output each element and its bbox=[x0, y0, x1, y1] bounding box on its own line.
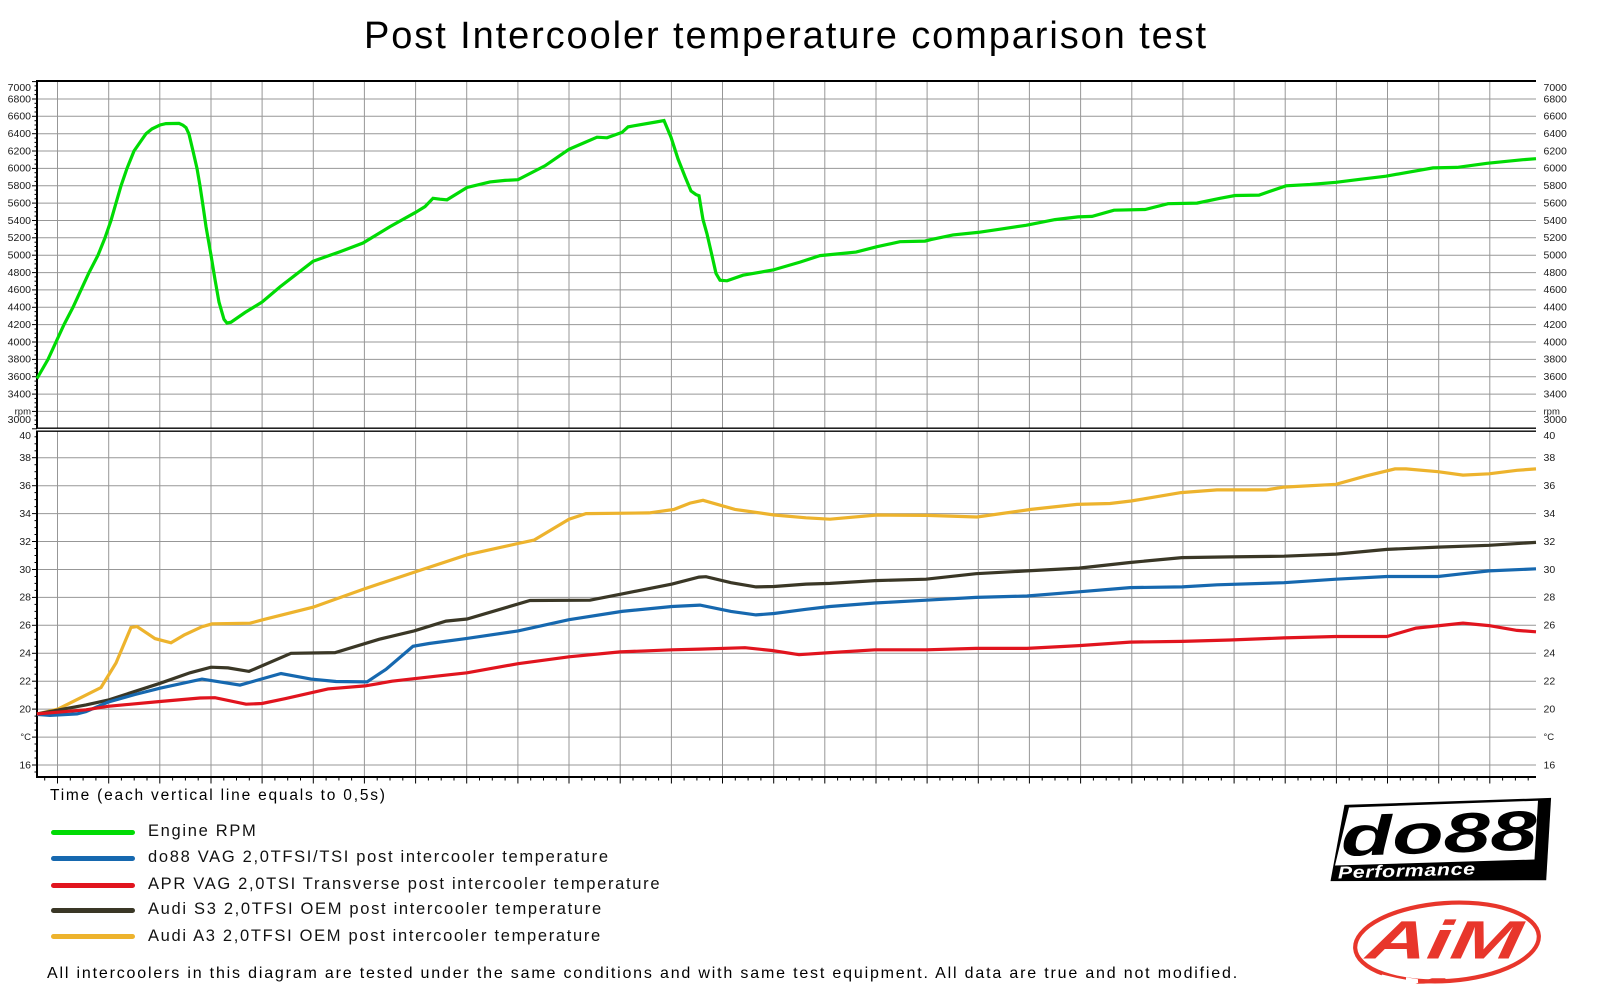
svg-text:5600: 5600 bbox=[8, 197, 32, 209]
svg-text:34: 34 bbox=[19, 508, 31, 520]
svg-text:4200: 4200 bbox=[1544, 319, 1568, 331]
svg-text:26: 26 bbox=[1544, 620, 1556, 632]
svg-text:7000: 7000 bbox=[8, 82, 32, 94]
svg-text:30: 30 bbox=[1544, 564, 1556, 576]
svg-text:4400: 4400 bbox=[1544, 302, 1568, 314]
svg-text:3800: 3800 bbox=[8, 354, 32, 366]
svg-text:20: 20 bbox=[1544, 703, 1556, 715]
svg-text:36: 36 bbox=[19, 480, 31, 492]
svg-text:6200: 6200 bbox=[8, 145, 32, 157]
svg-text:rpm: rpm bbox=[1544, 406, 1560, 417]
svg-text:4600: 4600 bbox=[8, 284, 32, 296]
svg-text:4600: 4600 bbox=[1544, 284, 1568, 296]
svg-text:5200: 5200 bbox=[1544, 232, 1568, 244]
svg-text:22: 22 bbox=[19, 675, 31, 687]
svg-text:6200: 6200 bbox=[1544, 145, 1568, 157]
svg-text:AiM: AiM bbox=[1361, 910, 1529, 970]
svg-text:4400: 4400 bbox=[8, 302, 32, 314]
svg-text:36: 36 bbox=[1544, 480, 1556, 492]
svg-text:6600: 6600 bbox=[8, 111, 32, 123]
svg-text:Performance: Performance bbox=[1338, 860, 1476, 883]
svg-text:40: 40 bbox=[19, 430, 31, 442]
svg-text:3600: 3600 bbox=[1544, 371, 1568, 383]
svg-text:rpm: rpm bbox=[15, 406, 31, 417]
svg-text:40: 40 bbox=[1544, 430, 1556, 442]
svg-text:28: 28 bbox=[19, 592, 31, 604]
svg-text:5400: 5400 bbox=[1544, 215, 1568, 227]
svg-text:°C: °C bbox=[1544, 732, 1555, 743]
svg-text:38: 38 bbox=[19, 452, 31, 464]
svg-text:20: 20 bbox=[19, 703, 31, 715]
svg-text:do88: do88 bbox=[1340, 799, 1538, 868]
svg-text:4200: 4200 bbox=[8, 319, 32, 331]
svg-text:3600: 3600 bbox=[8, 371, 32, 383]
svg-text:16: 16 bbox=[19, 759, 31, 771]
svg-text:6000: 6000 bbox=[8, 163, 32, 175]
svg-text:5800: 5800 bbox=[8, 180, 32, 192]
svg-text:4000: 4000 bbox=[1544, 336, 1568, 348]
svg-text:3000: 3000 bbox=[8, 414, 32, 426]
svg-text:6400: 6400 bbox=[1544, 128, 1568, 140]
svg-text:24: 24 bbox=[19, 648, 31, 660]
svg-text:26: 26 bbox=[19, 620, 31, 632]
svg-text:6800: 6800 bbox=[8, 93, 32, 105]
svg-text:5400: 5400 bbox=[8, 215, 32, 227]
svg-text:16: 16 bbox=[1544, 759, 1556, 771]
svg-text:5800: 5800 bbox=[1544, 180, 1568, 192]
svg-text:4000: 4000 bbox=[8, 336, 32, 348]
svg-text:3000: 3000 bbox=[1544, 414, 1568, 426]
svg-text:5200: 5200 bbox=[8, 232, 32, 244]
svg-text:32: 32 bbox=[1544, 536, 1556, 548]
svg-text:4800: 4800 bbox=[8, 267, 32, 279]
svg-text:3400: 3400 bbox=[8, 388, 32, 400]
svg-text:6600: 6600 bbox=[1544, 111, 1568, 123]
svg-text:5600: 5600 bbox=[1544, 197, 1568, 209]
svg-text:6000: 6000 bbox=[1544, 163, 1568, 175]
svg-text:28: 28 bbox=[1544, 592, 1556, 604]
svg-text:34: 34 bbox=[1544, 508, 1556, 520]
svg-text:6800: 6800 bbox=[1544, 93, 1568, 105]
svg-text:3800: 3800 bbox=[1544, 354, 1568, 366]
svg-text:38: 38 bbox=[1544, 452, 1556, 464]
svg-text:30: 30 bbox=[19, 564, 31, 576]
svg-text:5000: 5000 bbox=[1544, 249, 1568, 261]
svg-text:6400: 6400 bbox=[8, 128, 32, 140]
svg-text:3400: 3400 bbox=[1544, 388, 1568, 400]
svg-text:32: 32 bbox=[19, 536, 31, 548]
svg-text:24: 24 bbox=[1544, 648, 1556, 660]
svg-text:22: 22 bbox=[1544, 675, 1556, 687]
svg-text:7000: 7000 bbox=[1544, 82, 1568, 94]
svg-text:5000: 5000 bbox=[8, 249, 32, 261]
svg-text:4800: 4800 bbox=[1544, 267, 1568, 279]
svg-text:°C: °C bbox=[20, 732, 31, 743]
